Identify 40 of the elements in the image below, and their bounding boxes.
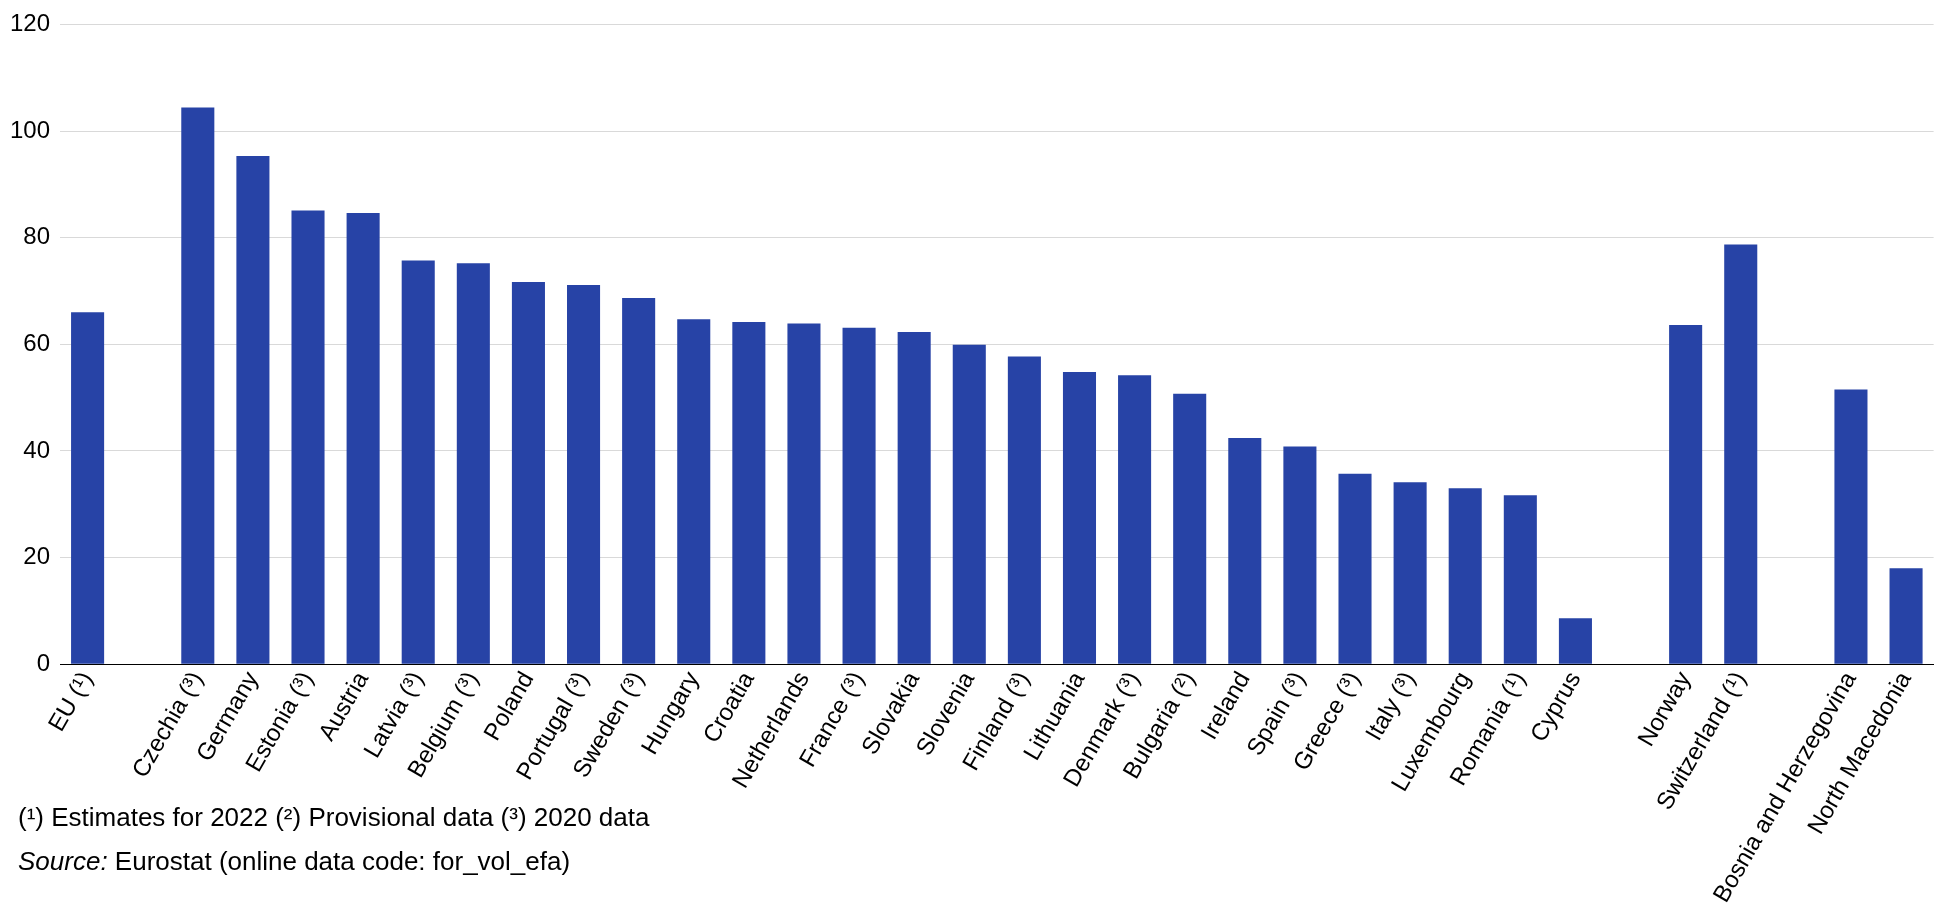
bar: [1558, 618, 1592, 664]
bar: [1283, 446, 1317, 664]
bar: [1889, 568, 1923, 664]
bar: [952, 344, 986, 664]
bar: [71, 312, 105, 664]
bar: [567, 285, 601, 664]
y-tick-label: 80: [23, 222, 51, 250]
bar: [1228, 438, 1262, 664]
bar: [511, 281, 545, 664]
bar: [1834, 389, 1868, 664]
bar: [1393, 482, 1427, 664]
y-tick-label: 100: [10, 115, 51, 143]
bar: [456, 263, 490, 664]
source-note: Source: Eurostat (online data code: for_vol_efa): [18, 845, 572, 878]
y-tick-label: 60: [23, 328, 51, 356]
bar: [897, 332, 931, 664]
bar: [1503, 495, 1537, 664]
text: (¹) Estimates for 2022 (²) Provisional data (³) 2020 data: [18, 801, 650, 834]
bar: [842, 327, 876, 664]
bar: [181, 107, 215, 664]
bar: [401, 260, 435, 664]
y-tick-label: 0: [36, 648, 51, 676]
bar: [1173, 393, 1207, 664]
y-tick-label: 40: [23, 435, 51, 463]
bar: [1062, 371, 1097, 664]
bar: [291, 210, 325, 664]
bar: [787, 323, 821, 664]
bar: [1007, 356, 1041, 664]
y-tick-label: 20: [23, 542, 51, 570]
y-tick-label: 120: [10, 9, 51, 37]
bar: [622, 297, 656, 664]
bar: [1338, 473, 1372, 664]
bar: [1118, 375, 1152, 664]
bar: [1724, 244, 1758, 664]
bar: [1669, 325, 1703, 664]
bar: [732, 321, 766, 664]
bar: [677, 319, 711, 664]
bar: [346, 213, 380, 664]
bar: [236, 156, 270, 664]
bar: [1448, 488, 1482, 664]
